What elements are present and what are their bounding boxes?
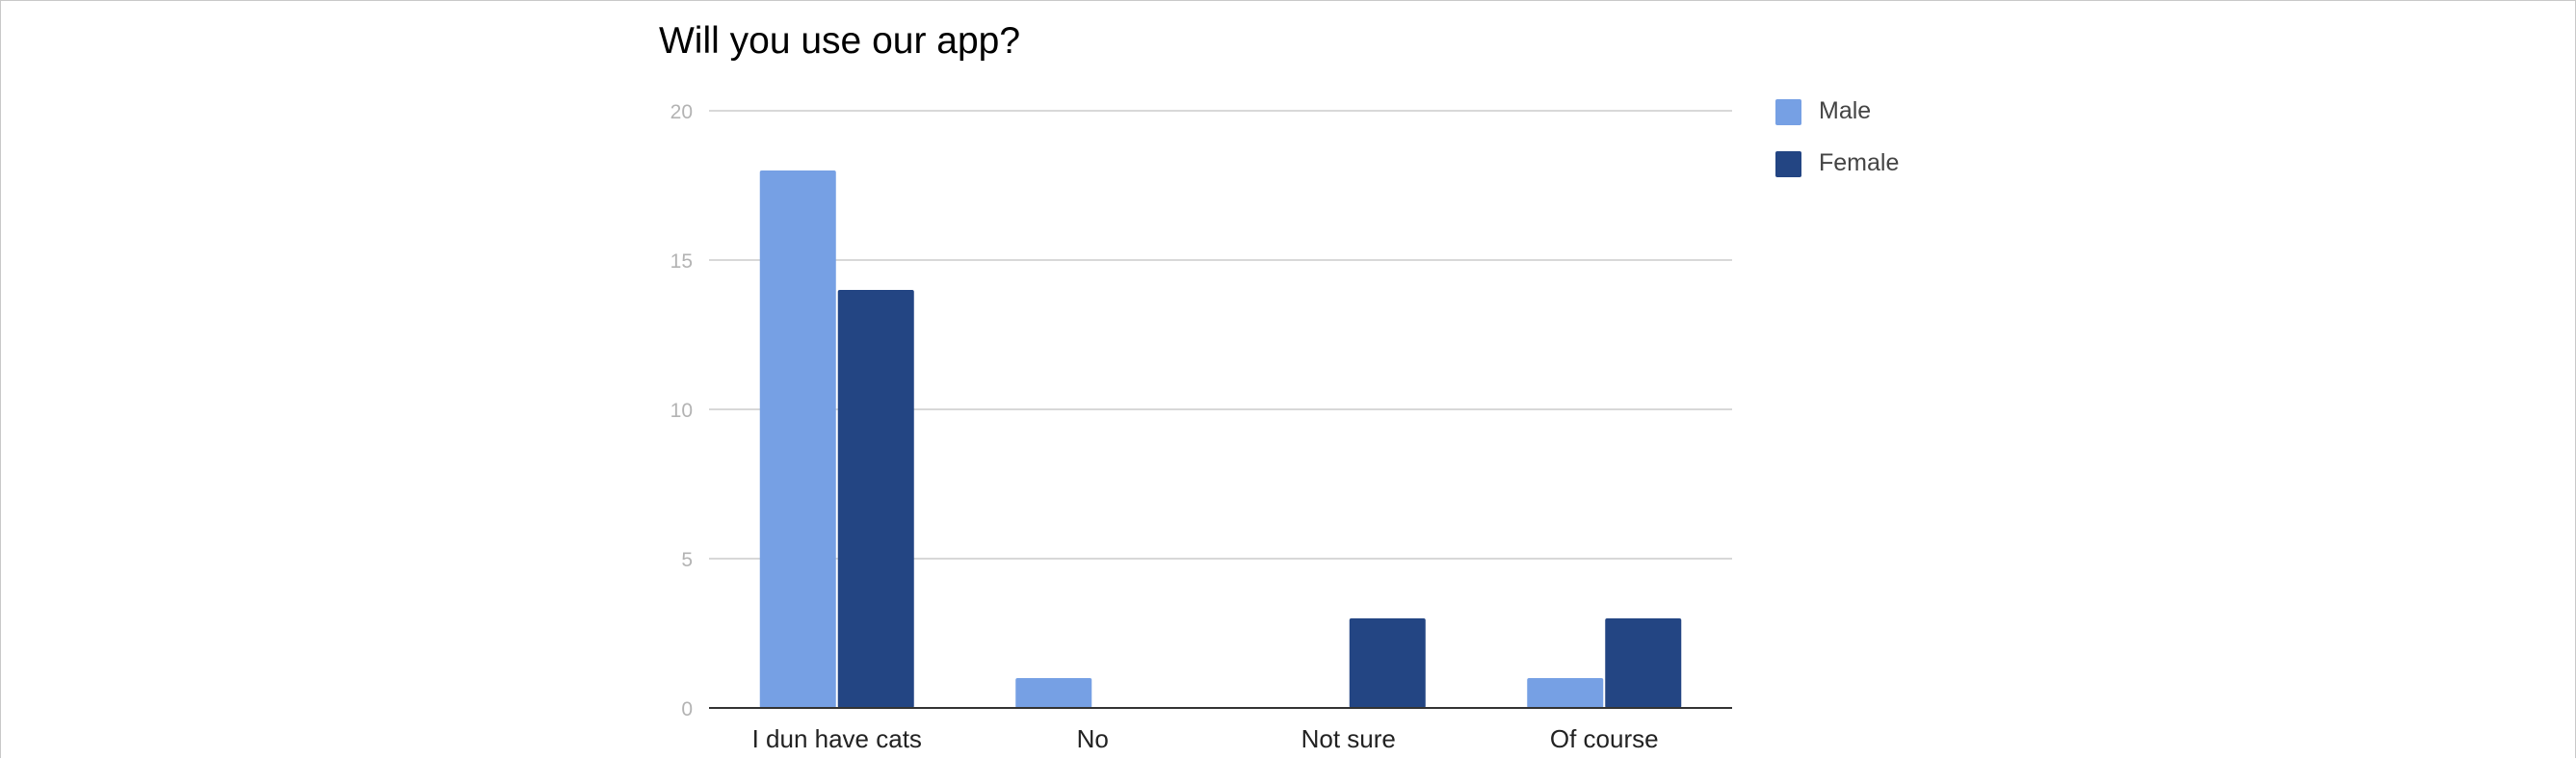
y-tick-label-10: 10 (670, 400, 693, 422)
bar-female-0 (837, 290, 914, 708)
legend-label-female: Female (1819, 149, 1900, 176)
y-tick-label-20: 20 (670, 101, 693, 123)
y-tick-label-0: 0 (681, 698, 693, 720)
x-axis-ticks: I dun have cats No Not sure Of course (752, 724, 1659, 753)
bar-female-3 (1605, 618, 1682, 708)
x-tick-label-0: I dun have cats (752, 724, 922, 753)
x-tick-label-2: Not sure (1301, 724, 1396, 753)
bar-female-2 (1349, 618, 1426, 708)
bar-male-0 (759, 170, 836, 708)
y-axis-ticks: 0 5 10 15 20 (670, 101, 693, 720)
bar-male-3 (1527, 678, 1604, 708)
x-tick-label-3: Of course (1550, 724, 1659, 753)
legend-swatch-female (1775, 151, 1801, 177)
chart-title: Will you use our app? (659, 20, 1021, 62)
y-tick-label-15: 15 (670, 250, 693, 273)
x-tick-label-1: No (1077, 724, 1109, 753)
bars (759, 170, 1682, 708)
bar-male-1 (1015, 678, 1092, 708)
legend-label-male: Male (1819, 97, 1872, 124)
legend-swatch-male (1775, 99, 1801, 125)
y-tick-label-5: 5 (681, 549, 693, 571)
